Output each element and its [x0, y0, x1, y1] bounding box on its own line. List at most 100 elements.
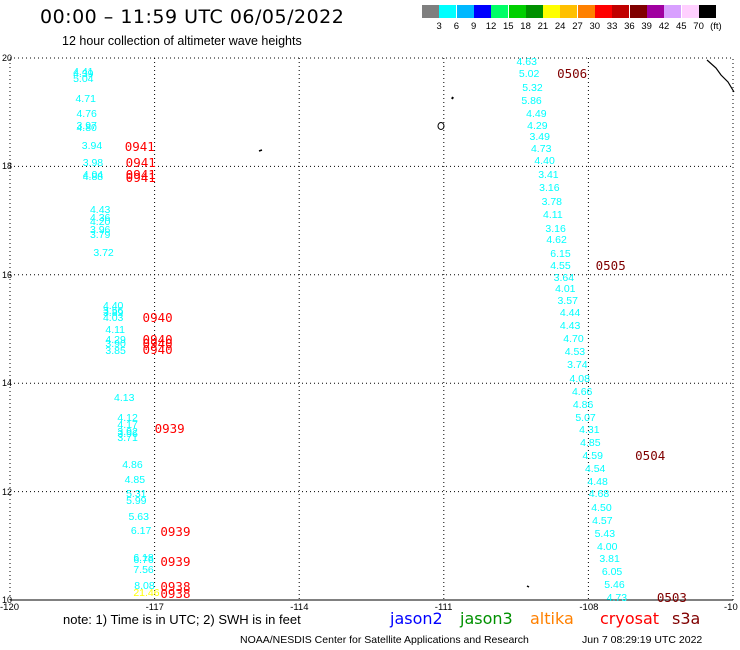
wave-height-value: 4.54	[584, 463, 606, 476]
color-scale-swatch	[560, 5, 578, 18]
wave-height-value: 5.32	[522, 81, 543, 94]
wave-height-value: 4.29	[527, 119, 548, 132]
wave-height-value: 4.85	[124, 474, 146, 487]
pass-time-label: 0938	[160, 586, 191, 602]
color-scale-swatch	[595, 5, 612, 18]
longitude-label: -111	[434, 602, 453, 613]
wave-height-value: 6.15	[550, 247, 571, 260]
color-scale-swatch	[577, 5, 595, 18]
color-scale-label: 36	[624, 21, 635, 32]
wave-height-value: 4.50	[591, 501, 612, 514]
color-scale-swatch	[646, 5, 664, 18]
wave-height-value: 4.11	[105, 324, 126, 337]
latitude-label: 16	[2, 269, 13, 280]
wave-height-value: 4.39	[73, 68, 94, 81]
pass-time-label: 0939	[160, 554, 191, 570]
wave-height-value: 4.11	[543, 209, 563, 222]
wave-height-value: 3.57	[557, 295, 578, 308]
pass-time-label: 0504	[635, 448, 666, 464]
wave-height-value: 4.17	[117, 419, 138, 432]
wave-height-value: 4.63	[516, 56, 537, 69]
wave-height-value: 4.20	[89, 216, 111, 229]
wave-height-value: 4.62	[546, 234, 567, 247]
color-scale-label: 45	[676, 21, 687, 32]
wave-height-value: 4.41	[73, 66, 94, 79]
wave-height-value: 6.05	[601, 566, 623, 579]
wave-height-value: 4.49	[526, 108, 547, 121]
color-scale-label: 42	[658, 21, 670, 32]
pass-time-label: 0939	[160, 523, 191, 539]
color-scale-unit: (ft)	[710, 21, 722, 32]
wave-height-value: 3.49	[529, 130, 550, 143]
pass-time-label: 0941	[124, 138, 155, 154]
wave-height-value: 4.86	[572, 398, 594, 411]
wave-height-value: 4.31	[579, 424, 600, 437]
wave-height-value: 4.71	[75, 92, 96, 105]
pass-time-label: 0939	[154, 421, 185, 437]
wave-height-value: 5.31	[126, 487, 147, 500]
island-clipperton-north	[258, 149, 263, 152]
wave-height-value: 3.71	[117, 432, 138, 445]
pass-time-label: 0940	[142, 336, 173, 352]
wave-height-value: 4.43	[89, 203, 111, 216]
wave-height-value: 4.53	[564, 345, 586, 358]
longitude-label: -10	[724, 602, 738, 613]
wave-height-value: 4.40	[102, 300, 124, 313]
color-scale-swatch	[681, 5, 699, 18]
wave-height-value: 4.43	[559, 319, 581, 332]
wave-height-value: 4.55	[550, 259, 571, 272]
color-scale-label: 15	[503, 21, 514, 32]
wave-height-value: 4.76	[76, 108, 97, 121]
wave-height-value: 3.41	[538, 168, 559, 181]
wave-height-value: 3.64	[553, 271, 575, 284]
color-scale-swatch	[664, 5, 682, 18]
color-scale-label: 24	[554, 21, 566, 32]
coastline-features	[258, 59, 735, 588]
color-scale-swatch	[508, 5, 526, 18]
wave-height-value: 4.03	[102, 312, 124, 325]
color-scale-label: 30	[589, 21, 601, 32]
wave-height-value: 8.08	[134, 579, 155, 592]
wave-height-value: 5.07	[575, 411, 596, 424]
wave-height-value: 4.40	[534, 154, 555, 167]
pass-time-label: 0503	[656, 589, 687, 605]
color-scale-swatch	[422, 5, 439, 18]
wave-height-value: 3.56	[102, 304, 124, 317]
wave-height-value: 3.92	[117, 425, 138, 438]
lat-lon-grid	[9, 57, 734, 601]
color-scale-label: 70	[693, 21, 704, 32]
wave-height-value: 5.04	[73, 72, 94, 85]
wave-height-value: 21.46	[133, 587, 160, 600]
pass-time-label: 0941	[125, 166, 156, 182]
pass-time-label: 0940	[142, 310, 173, 326]
longitude-label: -108	[579, 602, 599, 613]
wave-height-value: 6.17	[130, 525, 152, 538]
map-subtitle: 12 hour collection of altimeter wave hei…	[62, 34, 302, 48]
latitude-label: 12	[2, 486, 13, 497]
wave-height-value: 3.98	[82, 156, 104, 169]
wave-height-value: 3.85	[105, 344, 126, 357]
wave-height-value: 5.63	[128, 511, 149, 524]
color-scale-swatch	[473, 5, 491, 18]
color-scale-swatch	[543, 5, 561, 18]
pass-time-label: 0941	[125, 169, 156, 185]
wave-height-value: 5.99	[126, 494, 147, 507]
color-scale-label: 9	[471, 21, 477, 32]
color-scale-swatch	[439, 5, 457, 18]
color-scale-label: 21	[537, 21, 549, 32]
wave-height-value: 4.57	[592, 514, 613, 527]
longitude-label: -117	[145, 602, 164, 613]
color-scale-swatch	[629, 5, 647, 18]
wave-height-value: 3.96	[117, 428, 138, 441]
wave-height-value: 5.86	[521, 95, 542, 108]
pass-time-label: 0940	[142, 342, 173, 358]
wave-height-value: 4.01	[555, 282, 576, 295]
color-scale-label: 6	[453, 21, 460, 32]
wave-height-value: 4.85	[580, 437, 601, 450]
latitude-label: 14	[2, 378, 13, 389]
wave-height-value: 3.78	[541, 195, 562, 208]
color-scale-label: 27	[572, 21, 583, 32]
wave-height-value: 5.46	[604, 578, 625, 591]
wave-height-value: 3.79	[89, 228, 111, 241]
